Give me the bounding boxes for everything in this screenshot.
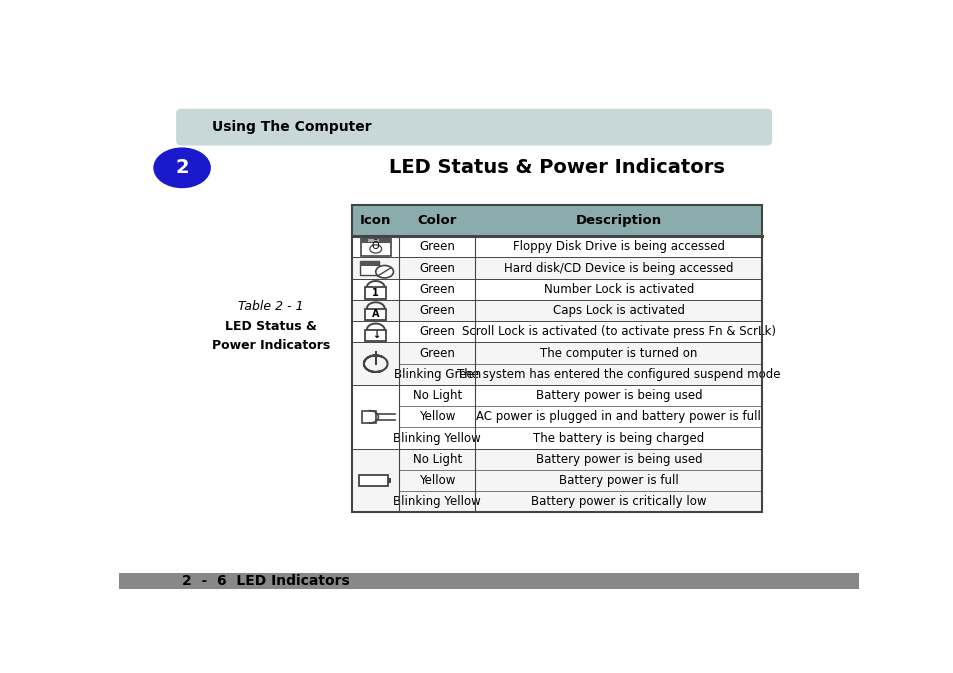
Bar: [352, 205, 761, 512]
Bar: [359, 475, 387, 487]
Bar: [352, 279, 761, 300]
Text: Green: Green: [419, 304, 455, 317]
Bar: [365, 330, 386, 341]
Bar: [360, 261, 378, 266]
Text: Icon: Icon: [359, 214, 391, 227]
Bar: [352, 236, 761, 258]
Bar: [360, 261, 378, 275]
Text: The computer is turned on: The computer is turned on: [539, 347, 697, 359]
Text: Green: Green: [419, 325, 455, 339]
Bar: [352, 321, 761, 343]
Bar: [352, 205, 761, 236]
Bar: [368, 238, 378, 242]
Text: LED Status &: LED Status &: [225, 320, 316, 333]
Bar: [362, 411, 375, 423]
Text: The battery is being charged: The battery is being charged: [533, 431, 703, 445]
Text: 2: 2: [175, 158, 189, 177]
Text: AC power is plugged in and battery power is full: AC power is plugged in and battery power…: [476, 411, 760, 423]
Text: Yellow: Yellow: [418, 474, 455, 487]
Text: Floppy Disk Drive is being accessed: Floppy Disk Drive is being accessed: [513, 240, 724, 253]
Circle shape: [153, 148, 210, 188]
Text: Power Indicators: Power Indicators: [212, 339, 330, 351]
Text: Green: Green: [419, 262, 455, 275]
Text: LED Status & Power Indicators: LED Status & Power Indicators: [389, 158, 724, 177]
Bar: [352, 449, 761, 512]
Bar: [360, 238, 390, 243]
Text: Table 2 - 1: Table 2 - 1: [237, 299, 303, 313]
Text: Color: Color: [417, 214, 456, 227]
Text: No Light: No Light: [413, 389, 461, 402]
Text: Ō: Ō: [372, 242, 379, 251]
Bar: [352, 343, 761, 385]
Text: Green: Green: [419, 283, 455, 296]
Text: Battery power is critically low: Battery power is critically low: [531, 495, 706, 508]
Text: Blinking Green: Blinking Green: [394, 368, 480, 381]
Bar: [352, 258, 761, 279]
Bar: [387, 478, 391, 483]
Text: Blinking Yellow: Blinking Yellow: [393, 495, 480, 508]
Bar: [360, 238, 390, 256]
Text: A: A: [372, 309, 379, 319]
Text: Battery power is being used: Battery power is being used: [535, 389, 701, 402]
Text: Blinking Yellow: Blinking Yellow: [393, 431, 480, 445]
Circle shape: [370, 245, 381, 253]
Bar: [352, 300, 761, 321]
Text: Caps Lock is activated: Caps Lock is activated: [553, 304, 684, 317]
Text: 1: 1: [372, 288, 378, 298]
Text: Yellow: Yellow: [418, 411, 455, 423]
Bar: [352, 385, 761, 449]
Text: Green: Green: [419, 347, 455, 359]
Text: Description: Description: [576, 214, 661, 227]
Bar: [119, 573, 858, 589]
FancyBboxPatch shape: [176, 109, 771, 145]
Text: Scroll Lock is activated (to activate press Fn & ScrLk): Scroll Lock is activated (to activate pr…: [461, 325, 775, 339]
Text: Green: Green: [419, 240, 455, 253]
Text: Battery power is being used: Battery power is being used: [535, 453, 701, 466]
Text: No Light: No Light: [413, 453, 461, 466]
Text: Using The Computer: Using The Computer: [212, 120, 371, 134]
Text: Number Lock is activated: Number Lock is activated: [543, 283, 694, 296]
Bar: [365, 308, 386, 320]
Text: 2  -  6  LED Indicators: 2 - 6 LED Indicators: [182, 574, 350, 588]
Text: Hard disk/CD Device is being accessed: Hard disk/CD Device is being accessed: [503, 262, 733, 275]
Circle shape: [375, 266, 393, 278]
Text: ↓: ↓: [372, 330, 379, 341]
Bar: [365, 287, 386, 299]
Text: Battery power is full: Battery power is full: [558, 474, 678, 487]
Text: The system has entered the configured suspend mode: The system has entered the configured su…: [456, 368, 780, 381]
